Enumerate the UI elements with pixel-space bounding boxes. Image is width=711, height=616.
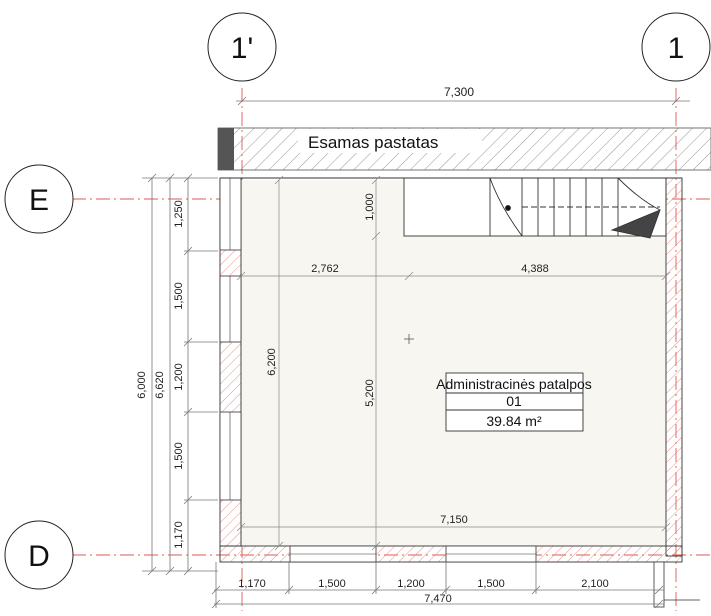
grid-bubble-D: D — [4, 520, 74, 590]
dim-left-seg-5: 1,170 — [173, 521, 185, 549]
room-area: 39.84 m² — [486, 413, 542, 429]
dim-left-chains — [142, 173, 218, 576]
dim-left-seg-2: 1,500 — [173, 282, 185, 310]
dim-bottom-seg-2: 1,500 — [318, 578, 346, 590]
dim-interior — [236, 175, 671, 551]
dim-bottom-seg-1: 1,170 — [238, 578, 266, 590]
dim-interior-vertical-left: 6,200 — [266, 348, 278, 376]
dim-left-overall-outer: 6,620 — [154, 371, 166, 399]
dim-top-overall — [236, 96, 690, 106]
walls — [219, 177, 700, 608]
dim-interior-bottom: 7,150 — [440, 514, 468, 526]
grid-label-col-right: 1 — [668, 32, 685, 65]
existing-building-label: Esamas pastatas — [308, 133, 438, 152]
existing-building — [217, 127, 711, 171]
room-number: 01 — [506, 393, 522, 409]
dim-interior-vertical-top: 1,000 — [364, 193, 376, 221]
dim-left-seg-4: 1,500 — [173, 442, 185, 470]
room-tag — [445, 372, 584, 432]
dim-bottom-seg-3: 1,200 — [397, 578, 425, 590]
grid-label-row-bottom: D — [28, 540, 50, 573]
dim-left-seg-1: 1,250 — [173, 200, 185, 228]
dim-left-seg-3: 1,200 — [173, 363, 185, 391]
dim-interior-horizontal-left: 2,762 — [311, 263, 339, 275]
dim-top-overall-label: 7,300 — [444, 85, 474, 99]
dim-interior-horizontal-right: 4,388 — [521, 263, 549, 275]
dim-bottom-seg-5: 2,100 — [581, 578, 609, 590]
staircase — [403, 177, 667, 239]
room-floor — [241, 180, 666, 546]
dim-bottom-seg-4: 1,500 — [477, 578, 505, 590]
dim-bottom-overall: 7,470 — [424, 593, 452, 605]
grid-label-col-left: 1' — [231, 32, 253, 65]
room-name: Administracinės patalpos — [436, 376, 592, 392]
grid-label-row-top: E — [29, 184, 49, 217]
grid-bubble-1: 1 — [641, 12, 711, 82]
dim-interior-vertical-mid: 5,200 — [364, 379, 376, 407]
dim-left-overall-inner: 6,000 — [136, 371, 148, 399]
grid-bubble-E: E — [4, 164, 74, 234]
dim-bottom-chains — [211, 562, 664, 609]
room-center-mark — [404, 334, 414, 344]
grid-bubble-1prime: 1' — [207, 12, 277, 82]
